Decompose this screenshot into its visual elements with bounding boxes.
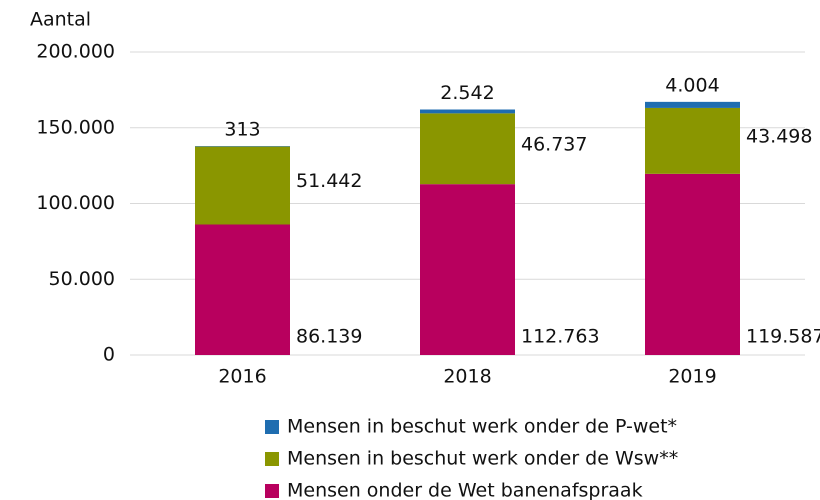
value-label: 119.587: [746, 326, 820, 348]
legend-swatch: [265, 484, 279, 498]
x-tick-label: 2018: [443, 366, 491, 388]
value-label: 46.737: [521, 133, 587, 155]
value-label: 4.004: [665, 74, 719, 96]
y-tick-label: 200.000: [36, 41, 115, 63]
value-label: 112.763: [521, 326, 600, 348]
legend-label: Mensen onder de Wet banenafspraak: [287, 480, 643, 500]
legend-swatch: [265, 420, 279, 434]
y-tick-label: 0: [103, 344, 115, 366]
bar-segment: [420, 113, 515, 185]
x-tick-label: 2019: [668, 366, 716, 388]
bar-segment: [645, 173, 740, 355]
legend-label: Mensen in beschut werk onder de P-wet*: [287, 416, 677, 438]
bar-segment: [645, 107, 740, 174]
x-tick-label: 2016: [218, 366, 266, 388]
y-tick-label: 100.000: [36, 192, 115, 214]
bar-segment: [420, 109, 515, 114]
value-label: 2.542: [440, 82, 494, 104]
value-label: 51.442: [296, 170, 362, 192]
legend-swatch: [265, 452, 279, 466]
value-label: 313: [224, 119, 260, 141]
y-tick-label: 150.000: [36, 116, 115, 138]
value-label: 86.139: [296, 326, 362, 348]
y-tick-label: 50.000: [49, 268, 115, 290]
y-axis-label: Aantal: [30, 9, 91, 31]
bar-segment: [195, 224, 290, 355]
bar-segment: [195, 146, 290, 225]
value-label: 43.498: [746, 125, 812, 147]
bar-segment: [420, 184, 515, 355]
bar-segment: [645, 101, 740, 108]
legend-label: Mensen in beschut werk onder de Wsw**: [287, 448, 678, 470]
